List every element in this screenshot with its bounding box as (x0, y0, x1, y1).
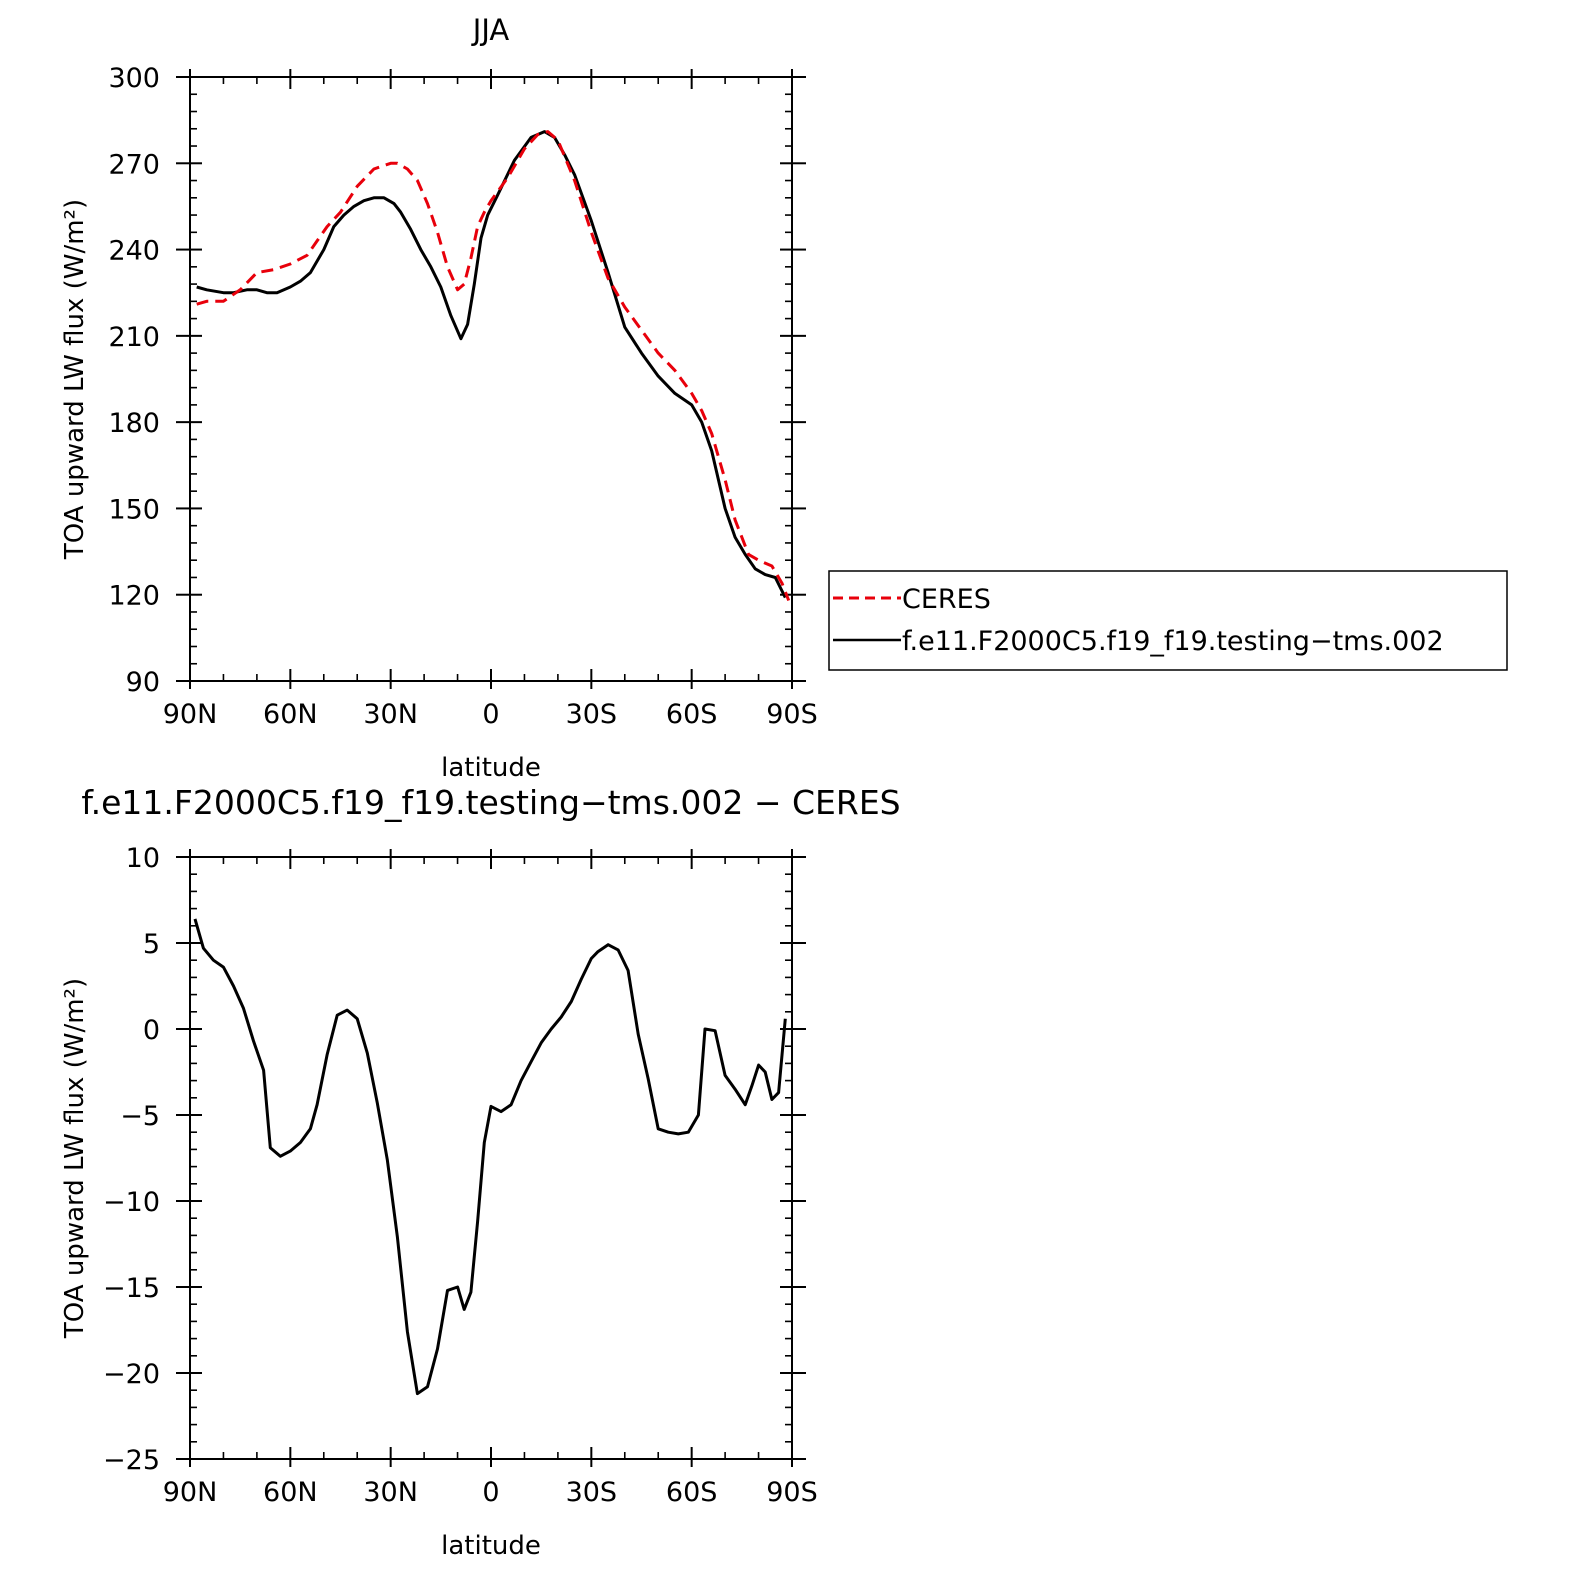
bottom-y-tick-labels: −25 −20 −15 −10 −5 0 5 10 (103, 843, 160, 1476)
top-y-tick-label: 150 (108, 494, 160, 525)
bottom-x-tick-labels: 90N 60N 30N 0 30S 60S 90S (163, 1477, 818, 1508)
bottom-y-tick-label: −20 (103, 1359, 160, 1390)
top-series-layer (196, 130, 791, 602)
top-x-tick-label: 90N (163, 699, 218, 730)
top-y-tick-label: 270 (108, 149, 160, 180)
top-x-tick-labels: 90N 60N 30N 0 30S 60S 90S (163, 699, 818, 730)
top-y-axis-label: TOA upward LW flux (W/m²) (60, 199, 90, 560)
bottom-x-tick-label: 60N (263, 1477, 318, 1508)
bottom-series-layer (193, 918, 787, 1396)
top-y-tick-label: 180 (108, 408, 160, 439)
top-chart-title: JJA (471, 13, 510, 47)
legend: CERES f.e11.F2000C5.f19_f19.testing−tms.… (828, 570, 1508, 671)
bottom-x-tick-label: 60S (666, 1477, 718, 1508)
top-x-tick-label: 90S (766, 699, 818, 730)
top-x-tick-label: 0 (482, 699, 499, 730)
bottom-y-tick-label: 0 (143, 1015, 160, 1046)
legend-box (828, 570, 1508, 671)
bottom-y-tick-label: −10 (103, 1187, 160, 1218)
bottom-x-tick-label: 0 (482, 1477, 499, 1508)
bottom-y-tick-label: −5 (120, 1101, 160, 1132)
bottom-y-axis-label: TOA upward LW flux (W/m²) (60, 978, 90, 1339)
top-series-line-0 (196, 130, 791, 602)
top-y-tick-label: 240 (108, 236, 160, 267)
bottom-gridframe (176, 849, 806, 1467)
top-y-tick-label: 90 (126, 667, 160, 698)
top-x-tick-label: 30N (363, 699, 418, 730)
bottom-x-tick-label: 90N (163, 1477, 218, 1508)
bottom-x-tick-label: 90S (766, 1477, 818, 1508)
top-x-axis-label: latitude (441, 753, 541, 783)
bottom-y-tick-label: 5 (143, 929, 160, 960)
bottom-chart: f.e11.F2000C5.f19_f19.testing−tms.002 − … (60, 783, 901, 1561)
top-y-tick-label: 300 (108, 63, 160, 94)
bottom-x-tick-label: 30N (363, 1477, 418, 1508)
top-gridframe (176, 69, 806, 689)
top-series-line-1 (196, 130, 787, 599)
top-y-tick-label: 210 (108, 322, 160, 353)
legend-label-ceres: CERES (902, 584, 991, 615)
bottom-x-axis-label: latitude (441, 1531, 541, 1561)
bottom-x-tick-label: 30S (566, 1477, 618, 1508)
top-plot-frame (189, 76, 793, 682)
bottom-chart-title: f.e11.F2000C5.f19_f19.testing−tms.002 − … (81, 783, 900, 822)
top-chart: JJA 90N 60N 30N 0 30S 60S 90S 90 120 150 180 210 24… (60, 13, 1508, 783)
top-y-tick-labels: 90 120 150 180 210 240 270 300 (108, 63, 160, 698)
bottom-y-tick-label: −25 (103, 1445, 160, 1476)
legend-label-model: f.e11.F2000C5.f19_f19.testing−tms.002 (902, 626, 1444, 657)
bottom-y-tick-label: −15 (103, 1273, 160, 1304)
bottom-plot-frame (189, 856, 793, 1460)
top-x-tick-label: 30S (566, 699, 618, 730)
top-y-tick-label: 120 (108, 581, 160, 612)
bottom-y-tick-label: 10 (126, 843, 160, 874)
top-x-tick-label: 60N (263, 699, 318, 730)
bottom-series-line-0 (193, 918, 787, 1396)
top-x-tick-label: 60S (666, 699, 718, 730)
